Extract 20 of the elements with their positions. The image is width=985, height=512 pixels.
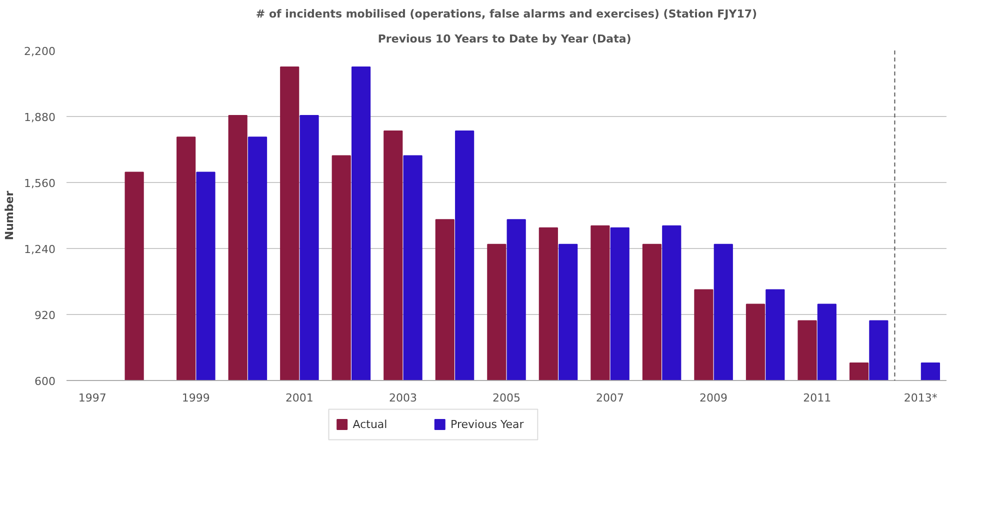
- y-axis-title: Number: [3, 190, 16, 240]
- y-tick-label: 1,880: [24, 111, 56, 124]
- x-tick-label: 1997: [78, 392, 106, 404]
- x-tick-label: 2013*: [904, 392, 938, 404]
- chart-title: # of incidents mobilised (operations, false alarms and exercises) (Station FJY17): [256, 8, 758, 20]
- x-tick-label: 1999: [182, 392, 210, 404]
- y-tick-label: 2,200: [24, 45, 56, 58]
- x-tick-label: 2011: [803, 392, 832, 404]
- legend-label: Previous Year: [450, 418, 524, 431]
- y-tick-label: 600: [34, 375, 56, 388]
- x-tick-label: 2003: [388, 392, 417, 404]
- x-tick-label: 2005: [492, 392, 521, 404]
- y-tick-label: 920: [34, 309, 56, 322]
- y-tick-label: 1,560: [24, 177, 56, 190]
- y-tick-label: 1,240: [24, 243, 56, 256]
- legend-label: Actual: [352, 418, 388, 431]
- chart-subtitle: Previous 10 Years to Date by Year (Data): [378, 32, 632, 46]
- x-tick-label: 2007: [596, 392, 624, 404]
- x-tick-label: 2009: [700, 392, 728, 404]
- x-tick-label: 2001: [285, 392, 314, 404]
